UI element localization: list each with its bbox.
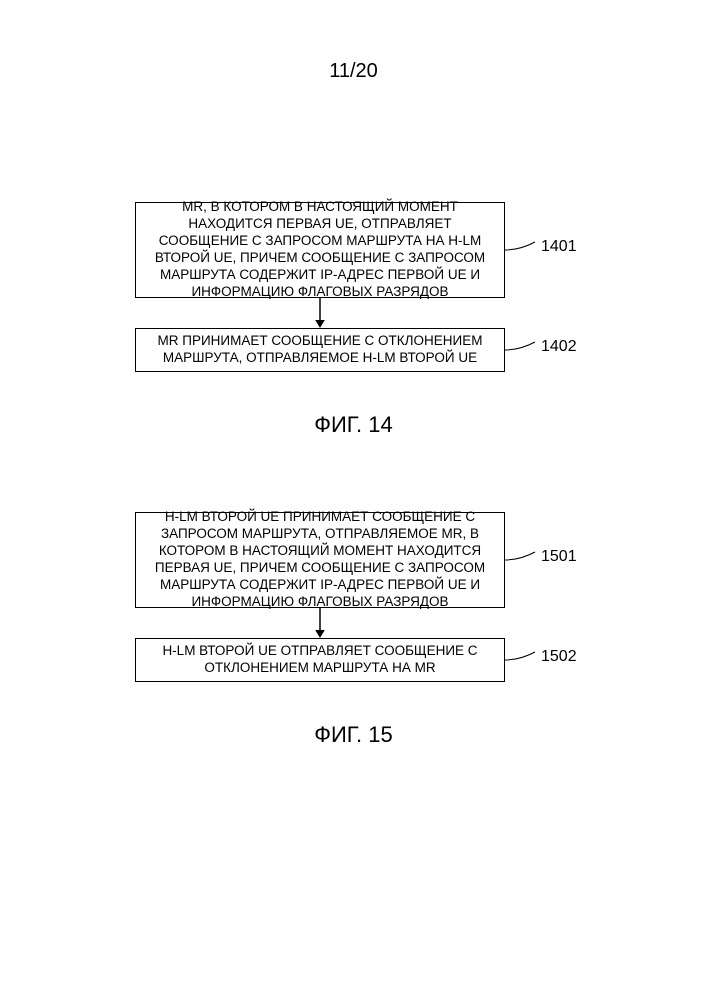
fig15-caption: ФИГ. 15 xyxy=(0,722,707,748)
fig14-step-1402-text: MR ПРИНИМАЕТ СООБЩЕНИЕ С ОТКЛОНЕНИЕМ МАР… xyxy=(142,333,498,367)
page: 11/20 MR, В КОТОРОМ В НАСТОЯЩИЙ МОМЕНТ Н… xyxy=(0,0,707,1000)
fig14-arrow xyxy=(310,298,330,330)
fig15-label-1502-leader xyxy=(505,648,539,672)
page-number: 11/20 xyxy=(0,60,707,83)
fig14-step-1401: MR, В КОТОРОМ В НАСТОЯЩИЙ МОМЕНТ НАХОДИТ… xyxy=(135,202,505,298)
fig14-label-1402: 1402 xyxy=(541,338,577,356)
fig15-label-1502: 1502 xyxy=(541,648,577,666)
fig14-label-1402-leader xyxy=(505,338,539,362)
fig14-label-1401-leader xyxy=(505,238,539,262)
fig15-arrow xyxy=(310,608,330,640)
fig15-step-1502: H-LM ВТОРОЙ UE ОТПРАВЛЯЕТ СООБЩЕНИЕ С ОТ… xyxy=(135,638,505,682)
fig15-label-1501-leader xyxy=(505,548,539,572)
fig14-step-1402: MR ПРИНИМАЕТ СООБЩЕНИЕ С ОТКЛОНЕНИЕМ МАР… xyxy=(135,328,505,372)
fig14-label-1401: 1401 xyxy=(541,238,577,256)
fig15-step-1501-text: H-LM ВТОРОЙ UE ПРИНИМАЕТ СООБЩЕНИЕ С ЗАП… xyxy=(142,509,498,610)
fig14-step-1401-text: MR, В КОТОРОМ В НАСТОЯЩИЙ МОМЕНТ НАХОДИТ… xyxy=(142,199,498,300)
fig15-step-1502-text: H-LM ВТОРОЙ UE ОТПРАВЛЯЕТ СООБЩЕНИЕ С ОТ… xyxy=(142,643,498,677)
fig14-caption: ФИГ. 14 xyxy=(0,412,707,438)
fig15-label-1501: 1501 xyxy=(541,548,577,566)
fig15-step-1501: H-LM ВТОРОЙ UE ПРИНИМАЕТ СООБЩЕНИЕ С ЗАП… xyxy=(135,512,505,608)
